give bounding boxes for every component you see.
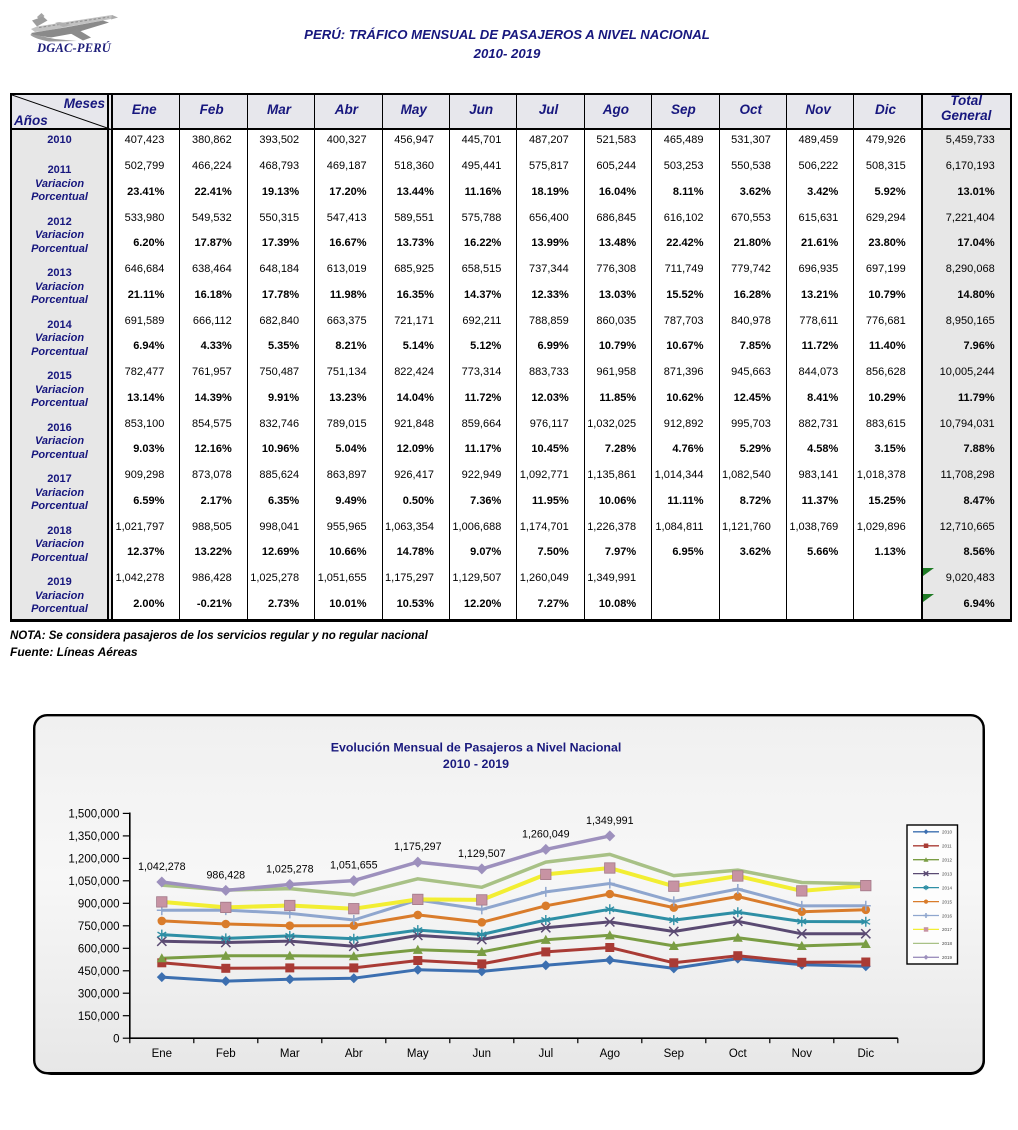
svg-text:Jun: Jun xyxy=(473,1048,492,1060)
svg-text:Sep: Sep xyxy=(664,1048,684,1060)
svg-text:1,349,991: 1,349,991 xyxy=(586,815,634,827)
svg-text:986,428: 986,428 xyxy=(206,869,245,881)
svg-text:1,260,049: 1,260,049 xyxy=(522,828,570,840)
svg-text:2017: 2017 xyxy=(942,927,953,932)
svg-text:1,042,278: 1,042,278 xyxy=(138,861,186,873)
svg-text:1,175,297: 1,175,297 xyxy=(394,841,442,853)
svg-text:Mar: Mar xyxy=(280,1048,300,1060)
svg-text:2010: 2010 xyxy=(942,830,953,835)
svg-text:Feb: Feb xyxy=(216,1048,236,1060)
svg-text:2010 - 2019: 2010 - 2019 xyxy=(443,757,509,771)
svg-text:0: 0 xyxy=(113,1033,119,1045)
svg-text:Ago: Ago xyxy=(600,1048,620,1060)
svg-text:2014: 2014 xyxy=(942,885,953,890)
svg-text:2018: 2018 xyxy=(942,941,953,946)
svg-text:450,000: 450,000 xyxy=(78,966,120,978)
svg-text:1,350,000: 1,350,000 xyxy=(68,831,119,843)
svg-text:2015: 2015 xyxy=(942,899,953,904)
svg-text:Evolución Mensual de Pasajeros: Evolución Mensual de Pasajeros a Nivel N… xyxy=(331,741,622,755)
svg-text:Nov: Nov xyxy=(792,1048,813,1060)
svg-text:1,025,278: 1,025,278 xyxy=(266,864,314,876)
svg-text:1,500,000: 1,500,000 xyxy=(68,809,119,821)
svg-text:Dic: Dic xyxy=(857,1048,874,1060)
svg-text:750,000: 750,000 xyxy=(78,921,120,933)
svg-text:Oct: Oct xyxy=(729,1048,748,1060)
svg-text:2013: 2013 xyxy=(942,871,953,876)
svg-text:2011: 2011 xyxy=(942,844,952,849)
svg-text:2012: 2012 xyxy=(942,858,953,863)
svg-text:600,000: 600,000 xyxy=(78,943,120,955)
svg-text:300,000: 300,000 xyxy=(78,988,120,1000)
svg-text:1,051,655: 1,051,655 xyxy=(330,860,378,872)
svg-text:Abr: Abr xyxy=(345,1048,363,1060)
svg-text:900,000: 900,000 xyxy=(78,898,120,910)
svg-text:1,200,000: 1,200,000 xyxy=(68,854,119,866)
svg-text:2016: 2016 xyxy=(942,913,953,918)
svg-text:Ene: Ene xyxy=(152,1048,172,1060)
svg-text:2019: 2019 xyxy=(942,955,953,960)
svg-text:1,129,507: 1,129,507 xyxy=(458,848,506,860)
svg-text:May: May xyxy=(407,1048,429,1060)
svg-text:1,050,000: 1,050,000 xyxy=(68,876,119,888)
svg-text:150,000: 150,000 xyxy=(78,1011,120,1023)
svg-text:Jul: Jul xyxy=(538,1048,553,1060)
